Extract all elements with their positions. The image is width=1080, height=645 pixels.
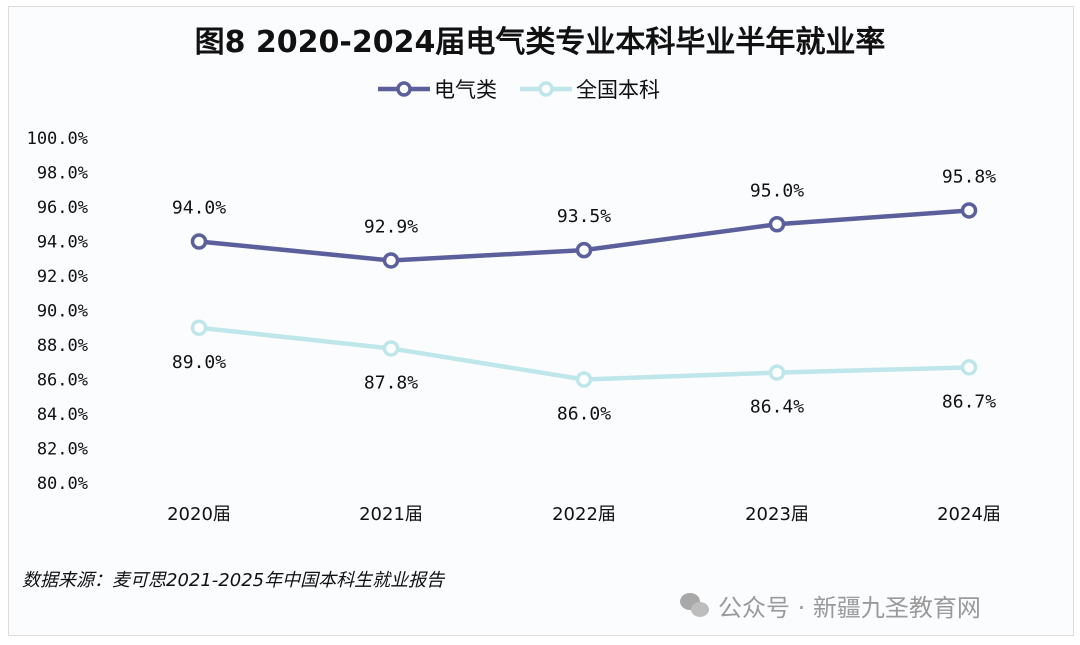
y-tick-label: 80.0%: [37, 474, 88, 494]
y-tick-label: 92.0%: [37, 267, 88, 287]
series-1: 94.0% 92.9% 93.5% 95.0% 95.8%: [172, 166, 996, 269]
data-point: [768, 364, 786, 381]
watermark-text: 公众号 · 新疆九圣教育网: [718, 594, 981, 622]
data-label: 89.0%: [172, 352, 226, 373]
y-tick-label: 100.0%: [27, 129, 88, 149]
data-point: [960, 359, 978, 376]
x-tick-label: 2024届: [937, 504, 1001, 525]
data-point: [575, 371, 593, 388]
data-point: [190, 233, 208, 250]
data-label: 86.0%: [557, 404, 611, 425]
data-point: [575, 241, 593, 259]
data-label: 93.5%: [557, 206, 611, 227]
chart-title: 图8 2020-2024届电气类专业本科毕业半年就业率: [195, 25, 886, 60]
y-tick-label: 86.0%: [37, 371, 88, 391]
legend-item: 电气类: [378, 78, 497, 102]
data-point: [190, 319, 208, 336]
data-point: [768, 216, 786, 233]
wechat-icon: [680, 592, 710, 619]
legend-label: 全国本科: [576, 78, 660, 102]
data-point: [382, 252, 400, 269]
data-label: 92.9%: [364, 216, 418, 237]
y-tick-label: 90.0%: [37, 302, 88, 322]
y-axis: 80.0% 82.0% 84.0% 86.0% 88.0% 90.0% 92.0% 94.0%…: [27, 129, 88, 494]
y-tick-label: 84.0%: [37, 405, 88, 425]
legend-marker-point: [396, 81, 412, 97]
x-tick-label: 2023届: [745, 504, 809, 525]
data-source-note: 数据来源：麦可思2021-2025年中国本科生就业报告: [22, 570, 445, 591]
series-2: 89.0% 87.8% 86.0% 86.4% 86.7%: [172, 319, 996, 425]
data-label: 86.7%: [942, 391, 996, 412]
legend-item: 全国本科: [520, 78, 660, 102]
y-tick-label: 88.0%: [37, 336, 88, 356]
data-point: [382, 340, 400, 357]
series-group: 94.0% 92.9% 93.5% 95.0% 95.8% 89.0% 87.8% 86.0%…: [172, 166, 996, 424]
data-point: [960, 202, 978, 219]
legend-marker-point: [538, 81, 554, 97]
chart-frame: [8, 6, 1074, 636]
data-label: 95.0%: [750, 180, 804, 201]
data-label: 86.4%: [750, 397, 804, 418]
legend-label: 电气类: [434, 78, 497, 102]
y-tick-label: 94.0%: [37, 233, 88, 253]
x-tick-label: 2021届: [359, 504, 423, 525]
y-tick-label: 82.0%: [37, 440, 88, 460]
data-label: 94.0%: [172, 198, 226, 219]
x-tick-label: 2022届: [552, 504, 616, 525]
y-tick-label: 98.0%: [37, 164, 88, 184]
x-axis: 2020届 2021届 2022届 2023届 2024届: [167, 504, 1001, 525]
legend: 电气类 全国本科: [378, 78, 660, 102]
x-tick-label: 2020届: [167, 504, 231, 525]
wechat-watermark: 公众号 · 新疆九圣教育网: [680, 588, 981, 623]
y-tick-label: 96.0%: [37, 198, 88, 218]
data-label: 87.8%: [364, 372, 418, 393]
data-label: 95.8%: [942, 166, 996, 187]
